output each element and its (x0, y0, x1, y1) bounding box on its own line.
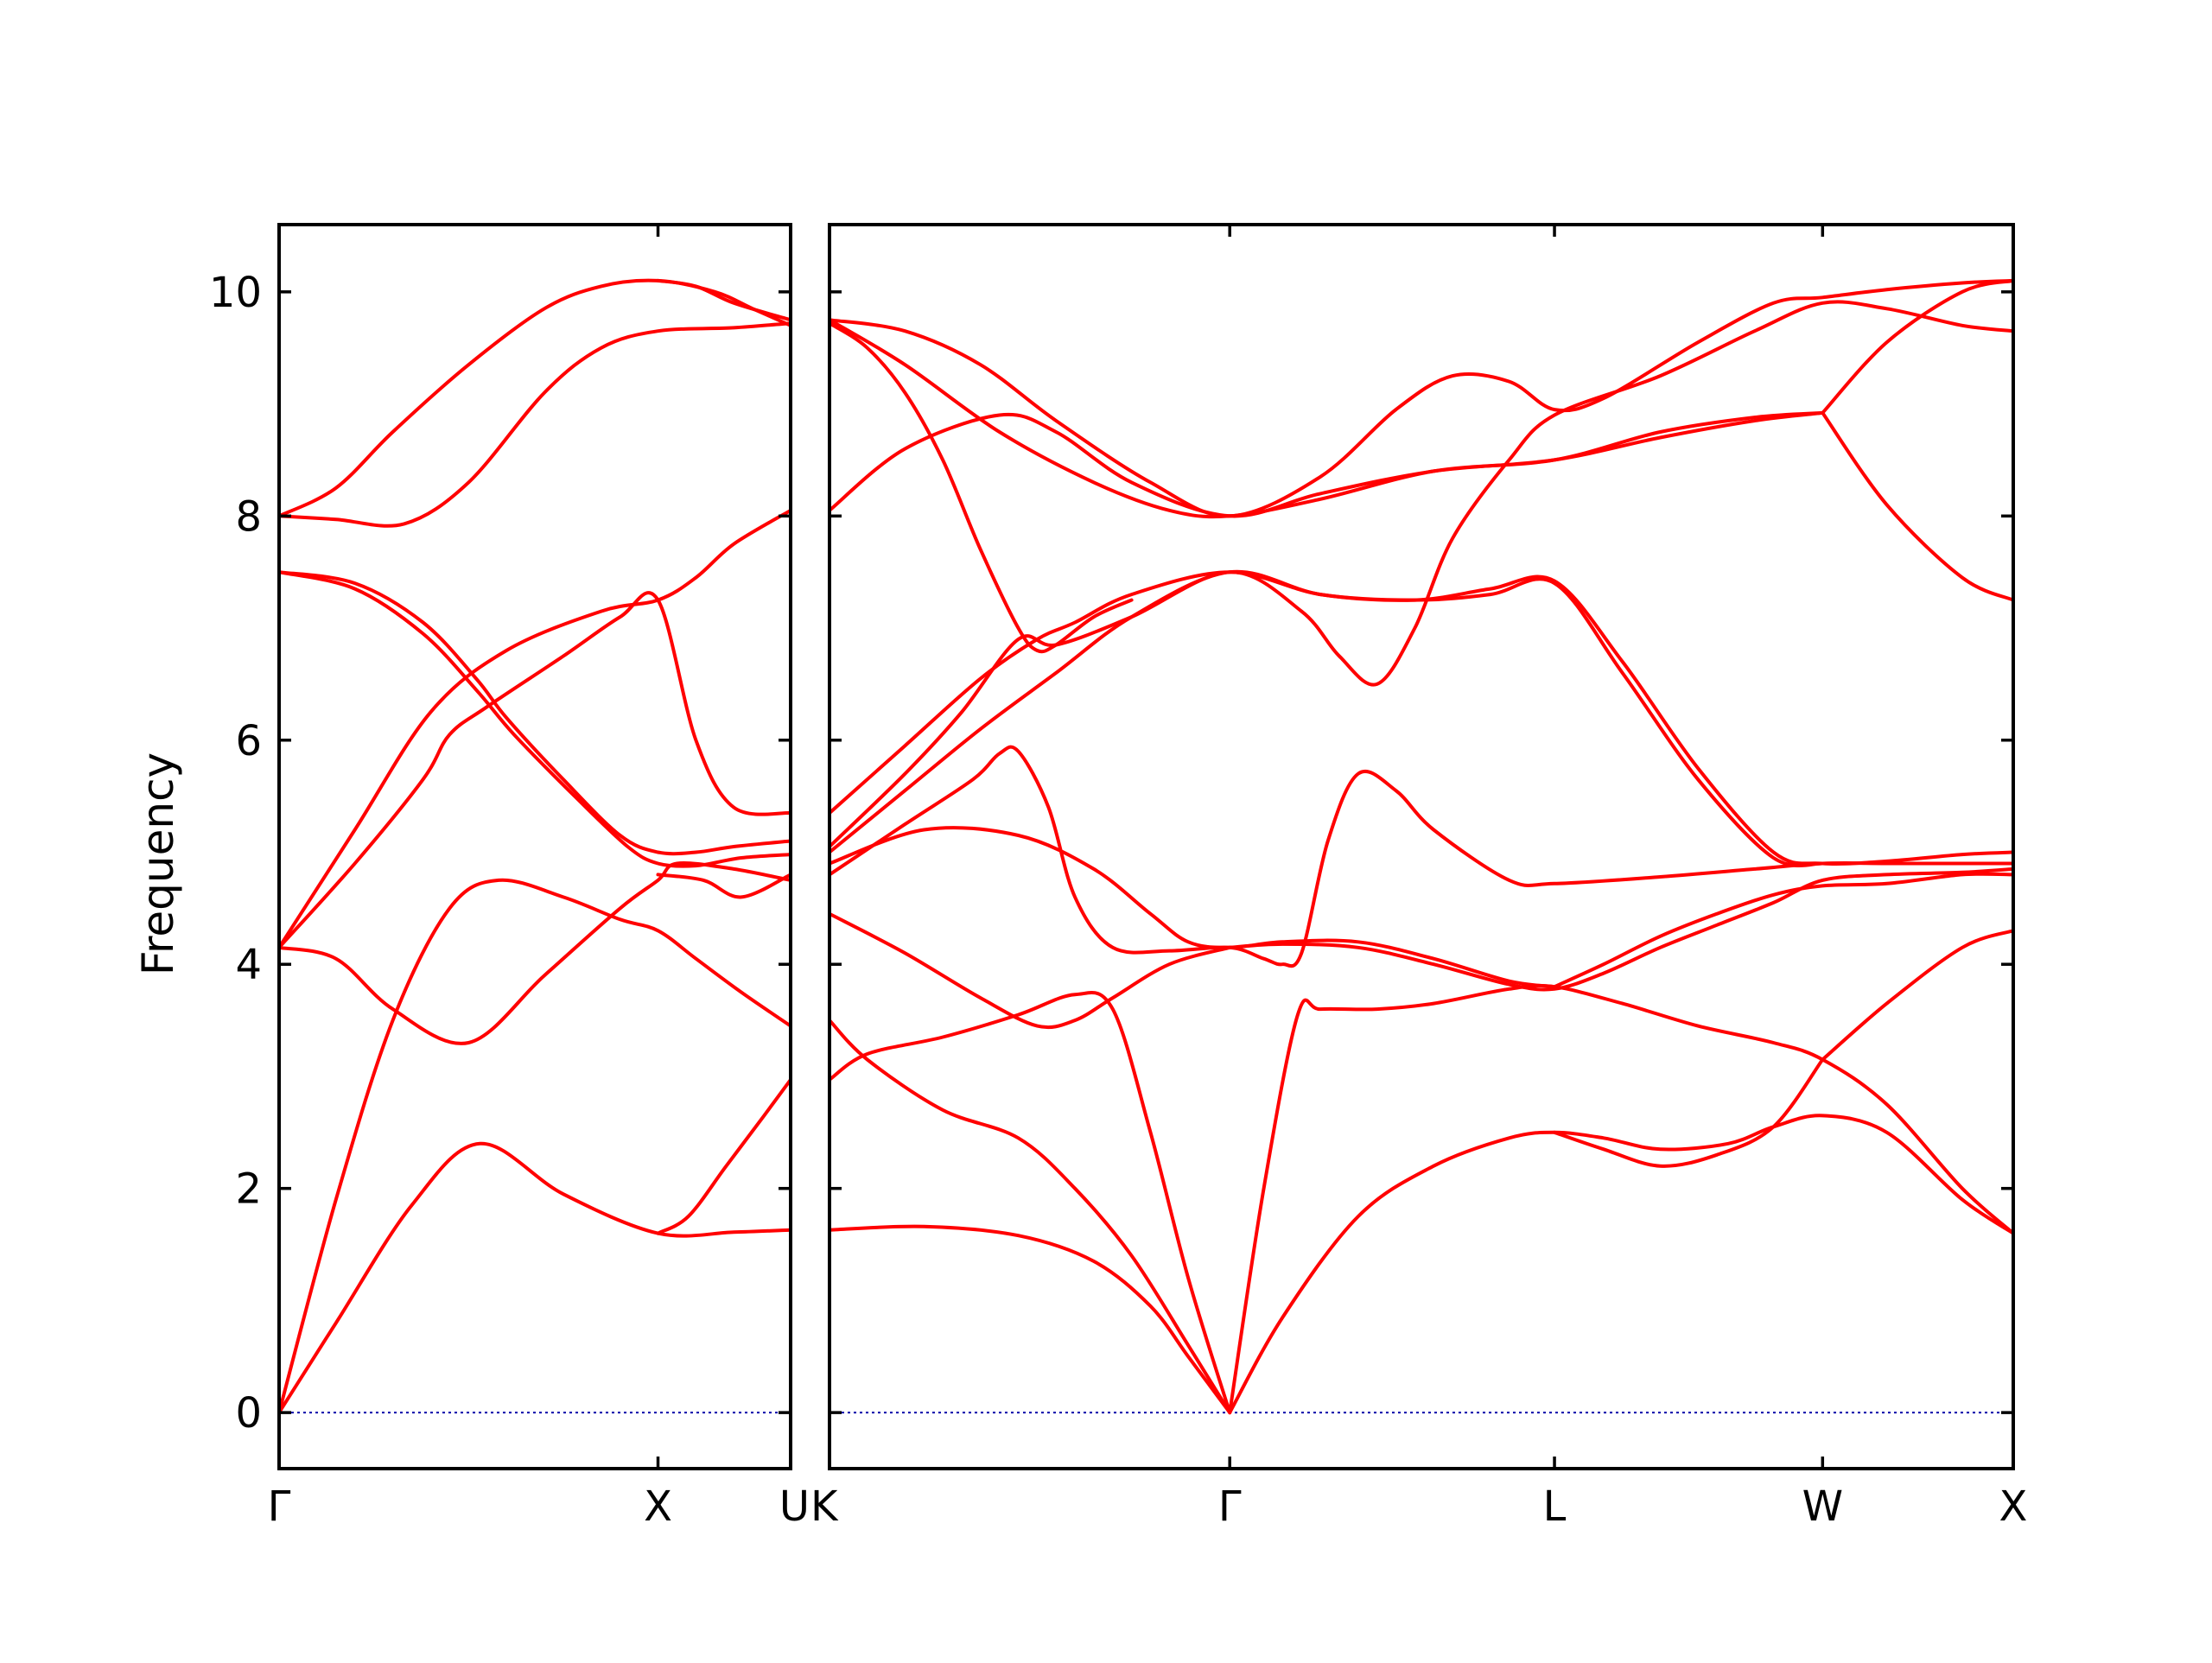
band-line (656, 873, 791, 899)
band-line (656, 1077, 791, 1235)
band-line (1228, 1114, 2013, 1415)
band-line (1553, 1057, 1825, 1168)
x-tick-label: U (779, 1482, 810, 1531)
panel-frame (828, 223, 2015, 1470)
band-line (830, 300, 2013, 848)
panel-plot-area (279, 278, 791, 1415)
band-line (830, 410, 1825, 518)
y-tick-label: 6 (235, 717, 262, 765)
panel-frame (277, 223, 792, 1470)
band-line (279, 570, 791, 856)
y-tick-label: 10 (209, 269, 262, 317)
y-tick-label: 2 (235, 1165, 262, 1214)
band-line (279, 321, 791, 528)
band-line (1821, 410, 2013, 602)
band-line (830, 911, 1232, 1030)
panel-left: 0 2 4 6 8 10 Γ X U (209, 223, 810, 1531)
band-line (830, 826, 1556, 989)
y-tick-label: 8 (235, 492, 262, 541)
band-line (279, 591, 791, 949)
band-line (830, 321, 1134, 654)
band-line (279, 508, 791, 949)
band-line (1821, 929, 2013, 1062)
band-line (830, 1019, 1232, 1415)
x-tick-label: X (1999, 1482, 2028, 1531)
y-axis-label: Frequency (133, 752, 183, 975)
x-tick-label: L (1543, 1482, 1567, 1531)
band-line (279, 278, 791, 518)
band-line (656, 278, 791, 322)
band-line (830, 1224, 1232, 1415)
band-line (830, 278, 2013, 518)
band-line (1553, 872, 2013, 989)
x-tick-label: W (1802, 1482, 1843, 1531)
panel-plot-area (830, 278, 2013, 1415)
band-line (279, 861, 791, 1045)
band-line (279, 570, 791, 868)
band-line (1821, 278, 2013, 415)
x-tick-label: Γ (1218, 1482, 1242, 1531)
band-line (830, 745, 2013, 968)
x-tick-label: Γ (268, 1482, 291, 1531)
y-tick-label: 0 (235, 1389, 262, 1438)
panels-layer: 0 2 4 6 8 10 Γ X U K Γ L W X (209, 223, 2028, 1531)
band-line (279, 878, 791, 1415)
x-tick-label: K (810, 1482, 839, 1531)
band-line (830, 991, 1232, 1415)
y-tick-label: 4 (235, 941, 262, 989)
band-line (830, 318, 1825, 519)
x-tick-label: X (644, 1482, 672, 1531)
band-line (279, 1141, 791, 1415)
band-line (1228, 866, 2013, 992)
